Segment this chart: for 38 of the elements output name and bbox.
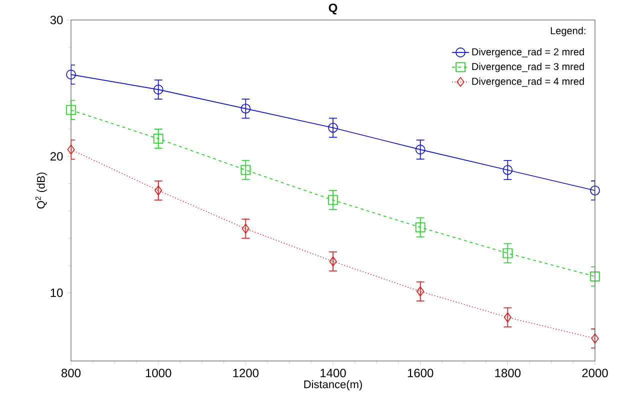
x-tick-label: 800 xyxy=(62,368,81,378)
legend-label: Divergence_rad = 4 mred xyxy=(472,78,584,87)
legend-title: Legend: xyxy=(550,26,586,36)
point xyxy=(328,195,338,205)
point xyxy=(590,186,600,196)
point xyxy=(240,165,251,175)
point xyxy=(591,334,599,344)
point xyxy=(67,144,75,154)
point xyxy=(415,144,426,154)
y-tick-label: 30 xyxy=(50,16,63,24)
y-tick-label: 20 xyxy=(50,152,63,161)
point xyxy=(154,186,162,196)
x-tick-label: 1000 xyxy=(146,368,172,378)
point xyxy=(153,134,164,144)
point xyxy=(415,222,426,232)
legend-label: Divergence_rad = 2 mred xyxy=(472,48,584,58)
point xyxy=(153,84,164,94)
y-axis-title: Q$^{2}$ (dB) xyxy=(35,172,47,209)
point xyxy=(329,256,337,266)
y-tick-label: 10 xyxy=(50,288,63,298)
x-axis-title: Distance(m) xyxy=(304,380,362,390)
x-tick-label: 1600 xyxy=(408,368,434,378)
point xyxy=(242,224,250,234)
x-tick-label: 1400 xyxy=(320,368,346,378)
point xyxy=(504,312,512,322)
x-tick-label: 1800 xyxy=(495,368,521,378)
point xyxy=(66,70,76,80)
point xyxy=(328,122,338,133)
x-tick-label: 2000 xyxy=(582,368,608,378)
legend-label: Divergence_rad = 3 mred xyxy=(472,62,584,72)
point xyxy=(590,272,600,282)
point xyxy=(502,165,513,175)
point xyxy=(66,105,76,115)
point xyxy=(240,104,251,114)
x-tick-label: 1200 xyxy=(233,368,259,378)
chart-title: Q xyxy=(328,4,338,14)
point xyxy=(416,286,424,296)
point xyxy=(502,248,513,258)
